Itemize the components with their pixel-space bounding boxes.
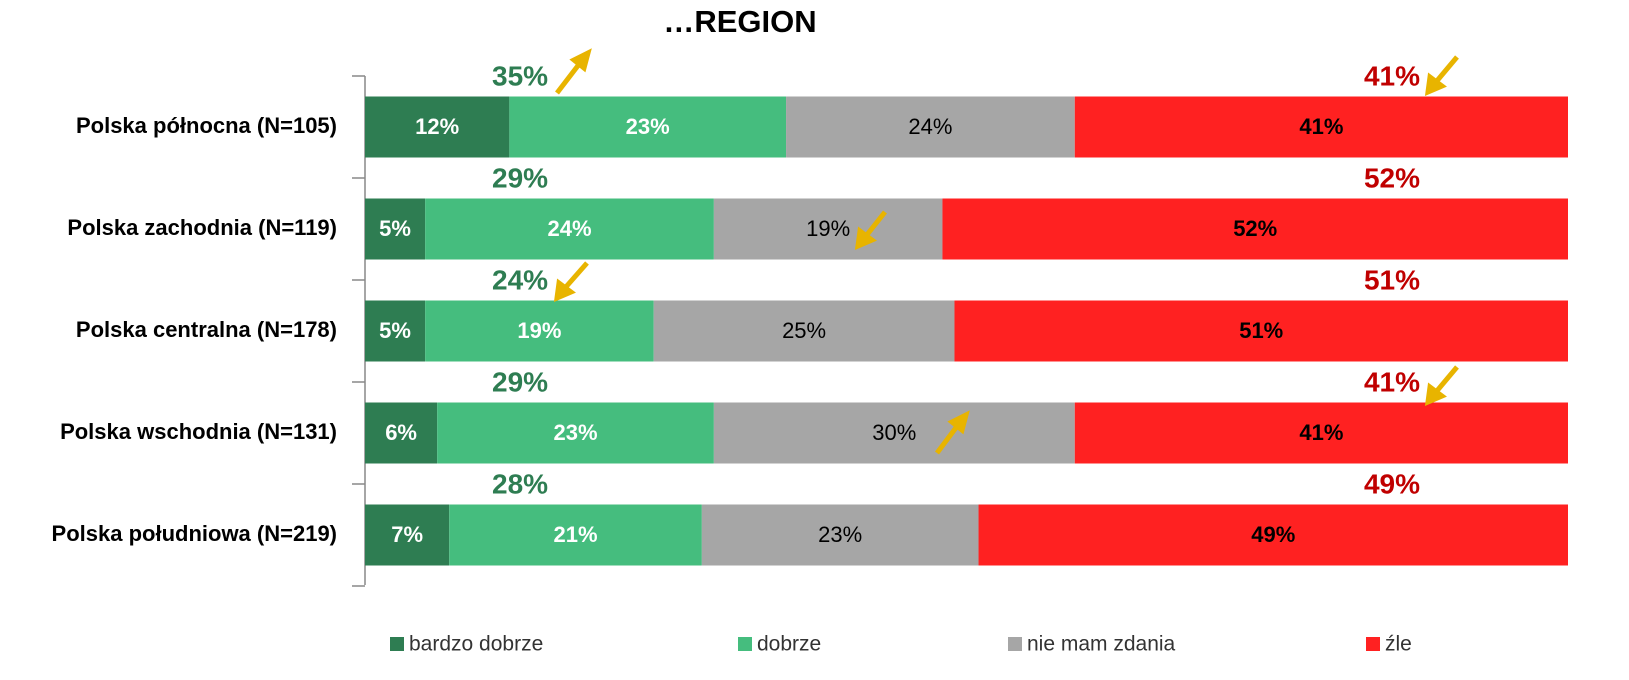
total-label: 41%	[1364, 60, 1420, 91]
data-label: 21%	[554, 522, 598, 547]
bar-segment	[786, 96, 1075, 158]
legend-swatch	[738, 637, 752, 651]
bar-segment	[701, 504, 979, 566]
bar-segment	[1074, 96, 1568, 158]
data-label: 24%	[908, 114, 952, 139]
bar-segment	[365, 504, 450, 566]
category-label: Polska centralna (N=178)	[76, 317, 337, 342]
bar-segment	[509, 96, 787, 158]
arrow-down	[1424, 365, 1459, 407]
data-label: 7%	[391, 522, 423, 547]
data-label: 24%	[547, 216, 591, 241]
data-label: 12%	[415, 114, 459, 139]
legend-label: dobrze	[757, 633, 821, 656]
bar-segment	[942, 198, 1568, 260]
bar-segment	[653, 300, 955, 362]
bar-segment	[425, 300, 654, 362]
data-label: 51%	[1239, 318, 1283, 343]
arrow-down	[1424, 55, 1459, 97]
legend-swatch	[1366, 637, 1380, 651]
trend-arrows	[553, 48, 1459, 455]
chart-title: …REGION	[663, 4, 816, 39]
data-label: 23%	[818, 522, 862, 547]
data-label: 5%	[379, 318, 411, 343]
bar-segment	[954, 300, 1568, 362]
bars: 12% 23% 24% 41% 5% 24% 19% 52% 5% 19% 25% 51% 6% 23% 3…	[365, 96, 1568, 566]
arrow-up	[935, 410, 970, 455]
data-label: 41%	[1299, 114, 1343, 139]
total-label: 29%	[492, 162, 548, 193]
data-label: 19%	[517, 318, 561, 343]
total-label: 51%	[1364, 264, 1420, 295]
category-label: Polska północna (N=105)	[76, 113, 337, 138]
data-label: 41%	[1299, 420, 1343, 445]
total-label: 52%	[1364, 162, 1420, 193]
legend-swatch	[390, 637, 404, 651]
bar-segment	[1074, 402, 1568, 464]
arrow-up	[555, 48, 592, 95]
category-label: Polska wschodnia (N=131)	[60, 419, 337, 444]
data-label: 23%	[554, 420, 598, 445]
bar-segment	[437, 402, 714, 464]
data-label: 6%	[385, 420, 417, 445]
total-label: 49%	[1364, 468, 1420, 499]
bar-segment	[978, 504, 1568, 566]
category-label: Polska południowa (N=219)	[52, 521, 337, 546]
total-label: 35%	[492, 60, 548, 91]
data-label: 49%	[1251, 522, 1295, 547]
bar-segment	[713, 198, 943, 260]
total-label: 28%	[492, 468, 548, 499]
legend-label: nie mam zdania	[1027, 633, 1176, 656]
data-label: 52%	[1233, 216, 1277, 241]
legend-label: bardzo dobrze	[409, 633, 543, 656]
legend-swatch	[1008, 637, 1022, 651]
legend: bardzo dobrze dobrze nie mam zdania źle	[390, 633, 1412, 656]
category-axis	[352, 75, 366, 587]
legend-label: źle	[1385, 633, 1412, 656]
total-label: 29%	[492, 366, 548, 397]
data-label: 19%	[806, 216, 850, 241]
bar-segment	[713, 402, 1075, 464]
bar-segment	[365, 402, 438, 464]
arrow-down	[553, 261, 589, 303]
bar-segment	[365, 300, 426, 362]
bar-segment	[449, 504, 702, 566]
data-label: 5%	[379, 216, 411, 241]
total-label: 41%	[1364, 366, 1420, 397]
category-label: Polska zachodnia (N=119)	[67, 215, 337, 240]
data-label: 30%	[872, 420, 916, 445]
total-label: 24%	[492, 264, 548, 295]
data-label: 25%	[782, 318, 826, 343]
arrow-down	[854, 210, 887, 251]
bar-segment	[365, 198, 426, 260]
data-label: 23%	[626, 114, 670, 139]
bar-segment	[365, 96, 510, 158]
bar-segment	[425, 198, 714, 260]
